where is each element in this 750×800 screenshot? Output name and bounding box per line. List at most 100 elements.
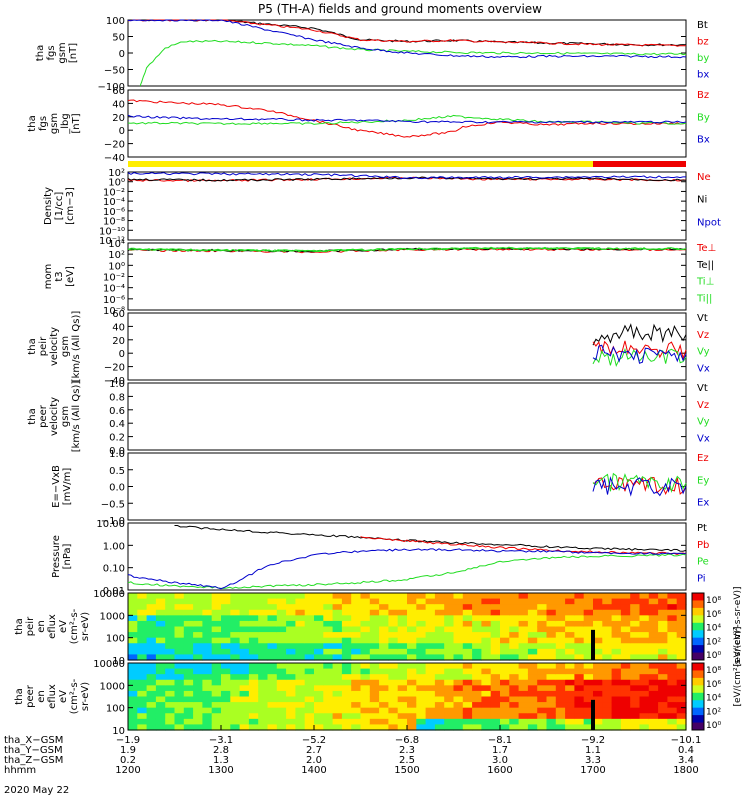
y-axis-label-line: [km/s (All Qs)] [71,311,82,383]
spectrogram-cell [295,648,306,656]
spectrogram-cell [583,637,594,644]
spectrogram-cell [388,674,399,681]
spectrogram-cell [388,718,399,726]
spectrogram-cell [211,626,222,633]
spectrogram-cell [360,713,371,720]
spectrogram-cell [183,690,194,698]
spectrogram-cell [518,674,529,681]
spectrogram-cell [527,593,538,600]
spectrogram-cell [248,648,259,656]
legend-bz: bz [697,37,709,48]
x-axis-value: 2.0 [306,755,322,766]
spectrogram-cell [286,643,296,650]
spectrogram-cell [602,663,613,670]
spectrogram-cell [537,648,548,656]
colorbar-tick: 10⁴ [706,624,721,634]
spectrogram-cell [462,663,473,670]
spectrogram-cell [407,604,417,611]
spectrogram-cell [444,663,455,670]
spectrogram-cell [202,702,213,709]
spectrogram-cell [555,674,566,681]
spectrogram-cell [183,707,194,714]
colorbar-cell [692,700,704,709]
spectrogram-cell [648,702,659,709]
spectrogram-cell [407,713,417,720]
spectrogram-cell [555,690,566,698]
colorbar-tick: 10² [706,707,721,717]
spectrogram-cell [341,702,352,709]
legend-Vx: Vx [697,433,710,444]
spectrogram-cell [416,713,427,720]
spectrogram-cell [388,707,399,714]
spectrogram-cell [128,718,138,726]
spectrogram-cell [155,637,166,644]
spectrogram-cell [425,685,436,692]
spectrogram-cell [397,713,408,720]
spectrogram-cell [360,643,371,650]
spectrogram-cell [620,679,631,686]
spectrogram-cell [658,615,668,622]
spectrogram-cell [509,620,520,628]
spectrogram-cell [583,668,594,675]
spectrogram-cell [165,713,176,720]
spectrogram-cell [518,718,529,726]
colorbar-tick: 10⁰ [706,651,721,661]
spectrogram-cell [369,702,380,709]
spectrogram-cell [183,598,194,605]
spectrogram-cell [239,713,250,720]
spectrogram-cell [667,702,678,709]
spectrogram-cell [193,690,203,698]
spectrogram-cell [128,615,138,622]
spectrogram-cell [267,654,278,661]
spectrogram-cell [407,679,417,686]
spectrogram-cell [239,637,250,644]
spectrogram-cell [667,668,678,675]
spectrogram-cell [574,663,585,670]
spectrogram-cell [593,718,603,726]
series-line-Bz [127,99,687,138]
spectrogram-cell [602,620,613,628]
spectrogram-cell [425,668,436,675]
y-tick-label: 10² [108,168,125,179]
spectrogram-cell [211,685,222,692]
spectrogram-cell [202,632,213,639]
spectrogram-cell [565,654,575,661]
spectrogram-cell [425,637,436,644]
spectrogram-cell [248,668,259,675]
spectrogram-cell [183,632,194,639]
spectrogram-cell [602,674,613,681]
spectrogram-cell [500,690,510,698]
spectrogram-cell [155,702,166,709]
spectrogram-cell [500,707,510,714]
panel-density: 10²10⁰10⁻²10⁻⁴10⁻⁶10⁻⁸10⁻¹⁰10⁻¹²Density[… [43,168,721,247]
spectrogram-cell [286,690,296,698]
spectrogram-cell [593,648,603,656]
spectrogram-cell [128,648,138,656]
spectrogram-cell [221,702,231,709]
y-axis-label: tha fgs gsm [nT] [35,42,79,63]
spectrogram-cell [276,593,287,600]
colorbar-cell [692,692,704,701]
spectrogram-cell [341,609,352,616]
spectrogram-cell [128,724,138,731]
spectrogram-cell [267,713,278,720]
spectrogram-cell [620,626,631,633]
y-tick-label: 1000 [100,681,125,692]
spectrogram-cell [128,707,138,714]
spectrogram-cell [602,690,613,698]
spectrogram-cell [555,598,566,605]
spectrogram-cell [472,598,482,605]
spectrogram-cell [416,707,427,714]
y-tick-label: 40 [112,99,125,110]
y-axis-label-line: tha [14,688,25,704]
spectrogram-cell [379,690,389,698]
spectrogram-cell [295,632,306,639]
spectrogram-cell [286,604,296,611]
colorbar-cell [692,593,704,601]
spectrogram-cell [248,685,259,692]
spectrogram-cell [490,663,501,670]
spectrogram-cell [639,713,650,720]
spectrogram-cell [620,713,631,720]
spectrogram-cell [211,615,222,622]
